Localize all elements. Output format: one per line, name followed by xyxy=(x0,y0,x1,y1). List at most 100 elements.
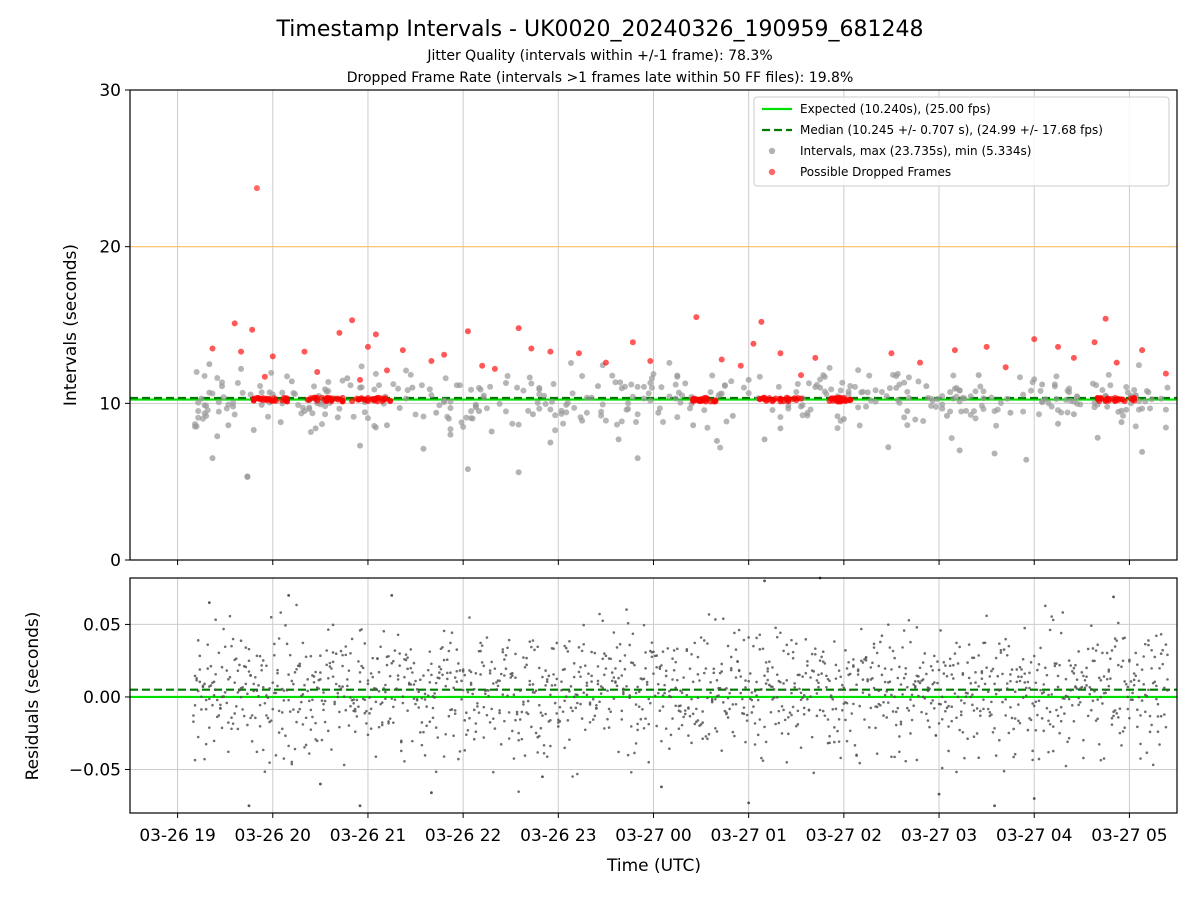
residual-point xyxy=(1150,648,1153,652)
residual-point xyxy=(629,725,633,728)
residual-point xyxy=(742,638,746,642)
residual-point xyxy=(192,720,195,723)
residual-point xyxy=(347,724,351,727)
dropped-frame-point xyxy=(702,394,709,401)
residual-point xyxy=(926,719,930,722)
residual-point xyxy=(219,703,222,707)
residual-point xyxy=(901,646,904,649)
residual-point xyxy=(1013,690,1017,693)
residual-point xyxy=(1109,677,1112,680)
residual-point xyxy=(771,685,774,689)
residual-point xyxy=(1075,687,1079,691)
residual-point xyxy=(691,680,695,684)
residual-point xyxy=(1096,698,1099,701)
interval-point xyxy=(1142,398,1149,405)
residual-point xyxy=(977,684,981,688)
residual-point xyxy=(198,680,202,684)
dropped-frame-point xyxy=(231,320,238,327)
residual-point xyxy=(691,712,695,716)
interval-point xyxy=(615,436,622,443)
residual-point xyxy=(1031,758,1034,762)
residual-point xyxy=(468,716,471,720)
residual-point xyxy=(852,664,855,667)
interval-point xyxy=(206,361,213,368)
residual-point xyxy=(261,686,265,689)
residual-point xyxy=(577,670,581,674)
residual-point xyxy=(1163,686,1166,690)
residual-point xyxy=(314,670,317,674)
legend-intervals-label: Intervals, max (23.735s), min (5.334s) xyxy=(800,144,1031,158)
residual-point xyxy=(449,641,452,645)
residual-point xyxy=(840,683,844,687)
residual-point xyxy=(1048,710,1052,714)
legend-dropped-swatch xyxy=(768,168,776,176)
residual-point xyxy=(672,649,676,652)
residual-point xyxy=(986,690,990,694)
residual-point xyxy=(967,643,971,646)
residual-point xyxy=(671,657,674,660)
interval-point xyxy=(625,405,632,412)
residual-point xyxy=(1097,676,1101,680)
residual-point xyxy=(422,730,425,734)
residual-point xyxy=(814,652,817,656)
dropped-frame-point xyxy=(750,340,757,347)
residual-point xyxy=(1124,682,1128,686)
residual-point xyxy=(1161,662,1165,666)
residual-point xyxy=(409,683,413,686)
interval-point xyxy=(972,388,979,395)
residual-point xyxy=(225,701,229,705)
residual-point xyxy=(414,702,417,706)
interval-point xyxy=(1053,395,1060,402)
x-tick-label: 03-26 22 xyxy=(425,826,501,846)
residual-point xyxy=(511,671,514,675)
residual-point xyxy=(404,658,408,662)
residual-point xyxy=(696,719,700,722)
residual-point xyxy=(233,681,236,684)
residual-point xyxy=(536,645,539,649)
interval-point xyxy=(201,372,208,379)
residual-point xyxy=(1004,637,1007,641)
residual-point xyxy=(273,642,276,646)
residual-point xyxy=(1128,716,1131,720)
interval-point xyxy=(980,388,987,395)
interval-point xyxy=(502,408,509,415)
residual-point xyxy=(514,652,517,656)
residual-point xyxy=(553,683,557,687)
interval-point xyxy=(947,389,954,396)
residual-point xyxy=(809,676,812,679)
interval-point xyxy=(1016,374,1023,381)
residual-point xyxy=(223,691,227,694)
dropped-frame-point xyxy=(647,358,654,365)
interval-point xyxy=(487,383,494,390)
residual-point xyxy=(338,725,341,729)
residual-point xyxy=(983,682,987,686)
interval-point xyxy=(839,379,846,386)
residual-point xyxy=(1134,651,1138,655)
interval-point xyxy=(794,381,801,388)
residual-point xyxy=(963,756,966,760)
residual-point xyxy=(1009,705,1012,709)
residual-point xyxy=(1085,675,1088,678)
residual-point xyxy=(457,757,460,761)
residual-point xyxy=(888,646,892,649)
residual-point xyxy=(374,687,378,691)
residual-point xyxy=(920,710,923,714)
residual-point xyxy=(955,641,958,645)
residual-point xyxy=(501,648,505,651)
interval-point xyxy=(357,442,364,449)
intervals-points xyxy=(192,185,1171,480)
residual-point xyxy=(710,697,714,701)
dropped-frame-point xyxy=(698,398,705,405)
residual-point xyxy=(875,651,879,655)
interval-point xyxy=(195,414,202,421)
residual-point xyxy=(542,751,546,755)
residual-point xyxy=(714,726,717,730)
residual-point xyxy=(783,688,787,691)
x-tick-label: 03-26 19 xyxy=(139,826,215,846)
residual-point xyxy=(1055,662,1058,665)
residual-point xyxy=(720,662,724,666)
residual-point xyxy=(1102,675,1106,678)
residual-point xyxy=(926,689,930,693)
residual-point xyxy=(374,700,378,704)
residual-point xyxy=(858,704,862,708)
